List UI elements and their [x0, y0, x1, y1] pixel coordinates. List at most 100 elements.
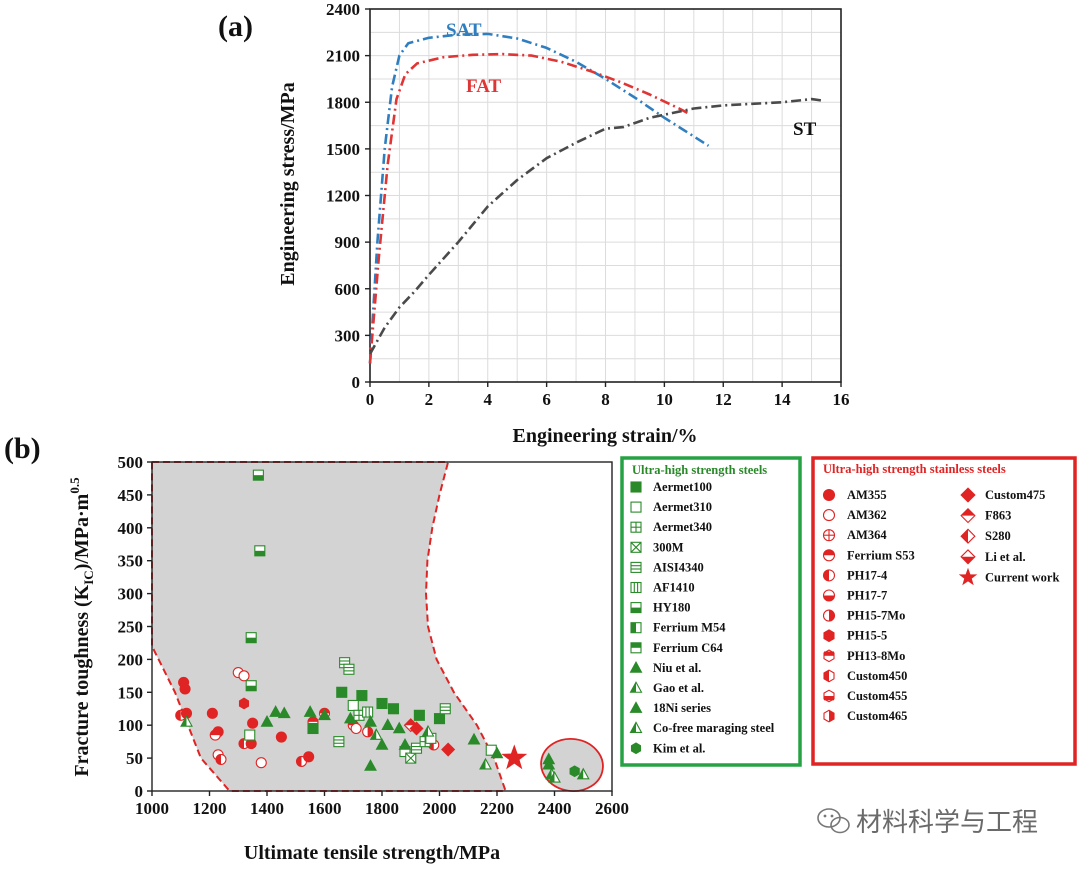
- legend-marker-green: [630, 521, 642, 533]
- legend-marker-red: [822, 509, 836, 522]
- panel-b-points: [175, 469, 590, 783]
- data-point-red: [303, 751, 315, 763]
- legend-item-red: Custom465: [847, 709, 907, 723]
- x-tick-label: 14: [774, 390, 792, 409]
- panel-b: (b) 1000 1200 1400 1600 1800 2000 2200 2400 2600…: [4, 432, 1077, 864]
- panel-b-ticks: 1000 1200 1400 1600 1800 2000 2200 2400 2600 0 50 1…: [118, 453, 630, 818]
- y-tick-label: 500: [118, 453, 144, 472]
- series-line-fat: [368, 52, 689, 364]
- data-point-green: [362, 706, 374, 718]
- x-tick-label: 10: [656, 390, 673, 409]
- x-tick-label: 1400: [250, 799, 284, 818]
- panel-b-xlabel: Ultimate tensile strength/MPa: [244, 842, 500, 864]
- data-point-green: [542, 757, 556, 770]
- y-tick-label: 300: [335, 326, 361, 345]
- ylabel-tail: )/MPa·m: [71, 493, 93, 570]
- y-tick-label: 250: [118, 618, 144, 637]
- legend-marker-green: [630, 481, 642, 493]
- series-label-st: ST: [793, 119, 817, 140]
- legend-marker-green: [630, 501, 642, 513]
- legend-marker-green: [629, 721, 643, 734]
- y-tick-label: 2100: [326, 47, 360, 66]
- legend-item-red: PH15-5: [847, 629, 887, 643]
- data-point-green: [356, 690, 368, 702]
- legend-marker-green: [629, 701, 643, 713]
- data-point-green: [467, 732, 481, 745]
- panel-a-ylabel: Engineering stress/MPa: [277, 82, 299, 286]
- legend-marker-green: [630, 541, 642, 553]
- legend-marker-green: [630, 622, 642, 634]
- data-point-green: [376, 697, 388, 710]
- legend-item-green: 18Ni series: [653, 701, 711, 715]
- legend-marker-red: [823, 649, 835, 663]
- data-point-green: [343, 711, 357, 724]
- data-point-red: [179, 683, 191, 695]
- data-region-shaded: [151, 461, 508, 792]
- data-point-green: [303, 705, 317, 717]
- legend-marker-red: [822, 488, 836, 502]
- y-tick-label: 200: [118, 650, 144, 669]
- legend-item-green: Niu et al.: [653, 661, 701, 675]
- watermark: 材料科学与工程: [817, 808, 1038, 838]
- data-point-red: [275, 731, 287, 743]
- legend-item-green: Gao et al.: [653, 681, 704, 695]
- legend-marker-red: [960, 549, 976, 565]
- x-tick-label: 2000: [423, 799, 457, 818]
- series-label-sat: SAT: [446, 20, 482, 41]
- y-tick-label: 1200: [326, 187, 360, 206]
- data-point-green: [375, 738, 389, 750]
- y-tick-label: 1500: [326, 140, 360, 159]
- legend-item-red: AM355: [847, 488, 887, 502]
- ylabel-sub: IC: [81, 570, 96, 584]
- data-point-green: [245, 632, 257, 644]
- legend-marker-green: [630, 742, 642, 755]
- data-point-green: [405, 752, 417, 764]
- wechat-icon: [817, 808, 850, 834]
- legend-item-red: PH17-7: [847, 589, 887, 603]
- x-tick-label: 1600: [308, 799, 342, 818]
- data-point-green: [254, 545, 266, 557]
- legend-green-items: Aermet100 Aermet310 Aermet340 300M AISI4340 A…: [629, 480, 775, 755]
- legend-item-green: AF1410: [653, 581, 695, 595]
- legend-red-title: Ultra-high strength stainless steels: [823, 462, 1006, 476]
- x-tick-label: 6: [542, 390, 551, 409]
- legend-item-green: HY180: [653, 601, 691, 615]
- series-line-st: [368, 97, 824, 355]
- data-point-green: [381, 718, 395, 731]
- data-point-green: [364, 715, 377, 727]
- legend-marker-green: [629, 681, 643, 693]
- x-tick-label: 0: [366, 390, 375, 409]
- data-point-green: [244, 729, 256, 741]
- legend-marker-red: [822, 529, 836, 542]
- data-point-red: [409, 721, 424, 736]
- data-point-red: [206, 707, 218, 719]
- watermark-text: 材料科学与工程: [856, 808, 1038, 838]
- legend-item-green: Aermet100: [653, 480, 712, 494]
- y-tick-label: 450: [118, 486, 144, 505]
- data-point-green: [421, 724, 435, 737]
- data-point-green: [364, 759, 377, 771]
- panel-a-ticks: 0 2 4 6 8 10 12 14 16 0 300 600 900 1200 1500 1800 2100 2…: [326, 0, 850, 409]
- x-tick-label: 1800: [365, 799, 399, 818]
- data-point-green: [318, 708, 331, 721]
- data-point-green: [490, 746, 504, 759]
- data-point-green: [277, 706, 291, 719]
- panel-b-label: (b): [4, 432, 41, 465]
- x-tick-label: 4: [484, 390, 493, 409]
- legend-marker-red: [822, 549, 836, 562]
- x-tick-label: 2: [425, 390, 434, 409]
- y-tick-label: 50: [126, 749, 143, 768]
- data-point-green: [245, 680, 257, 692]
- data-point-green: [576, 767, 590, 780]
- data-point-green: [439, 703, 451, 715]
- data-point-green: [269, 705, 283, 717]
- legend-marker-red: [823, 689, 835, 703]
- data-point-green: [260, 715, 274, 727]
- legend-item-green: Ferrium C64: [653, 641, 724, 655]
- ylabel-main: Fracture toughness (K: [71, 584, 93, 776]
- x-tick-label: 2600: [595, 799, 629, 818]
- legend-green-box: [620, 456, 802, 767]
- legend-red-items: AM355 AM362 AM364 Ferrium S53 PH17-4 PH17-7 PH…: [822, 487, 1059, 723]
- legend-marker-green: [630, 581, 642, 594]
- legend-item-red: AM364: [847, 528, 887, 542]
